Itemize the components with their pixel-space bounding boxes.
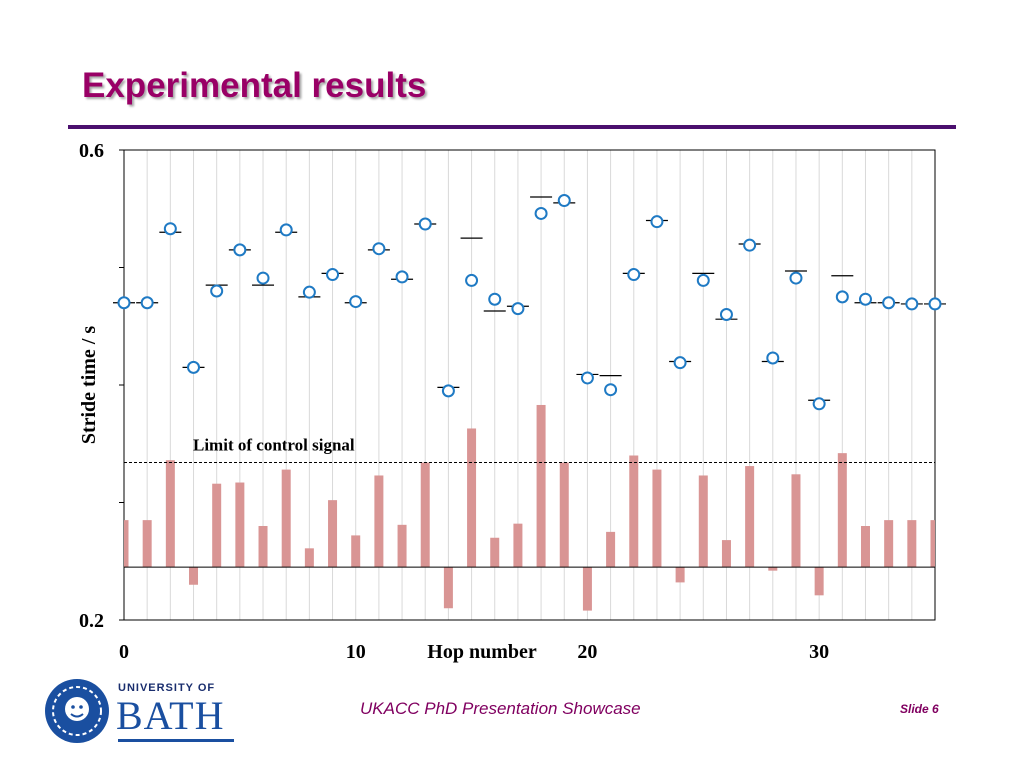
data-point (789, 271, 803, 285)
data-point (372, 242, 386, 256)
data-point (650, 215, 664, 229)
slide-title: Experimental results (82, 66, 427, 105)
logo-university-of: UNIVERSITY OF (118, 682, 216, 694)
data-point (441, 384, 455, 398)
data-point (673, 356, 687, 370)
data-point (557, 194, 571, 208)
bar (652, 469, 662, 568)
bar (374, 475, 384, 568)
bar (582, 567, 592, 611)
bar (328, 500, 338, 568)
bar (235, 482, 245, 568)
data-point (349, 295, 363, 309)
data-point (928, 297, 942, 311)
data-point (835, 290, 849, 304)
plot-frame (123, 149, 936, 621)
data-point (627, 268, 641, 282)
university-logo: UNIVERSITY OF BATH (42, 676, 242, 746)
bar (304, 548, 314, 568)
bar (165, 460, 175, 568)
bath-crest-icon (45, 679, 109, 743)
data-point (233, 243, 247, 257)
data-point (604, 383, 618, 397)
data-point (302, 285, 316, 299)
data-point (163, 222, 177, 236)
bar (443, 567, 453, 609)
dash-series (113, 196, 946, 401)
data-point (488, 292, 502, 306)
bar (721, 540, 731, 568)
data-point (882, 296, 896, 310)
bar (791, 474, 801, 568)
bar (698, 475, 708, 568)
bar (212, 483, 222, 568)
data-point (511, 302, 525, 316)
data-point (117, 296, 131, 310)
bar-series (124, 404, 935, 611)
bar (351, 535, 361, 568)
bar (258, 526, 268, 568)
bar (745, 466, 755, 568)
bar (837, 453, 847, 568)
y-axis-label: Stride time / s (78, 326, 100, 445)
logo-bath: BATH (116, 693, 225, 738)
data-point (812, 397, 826, 411)
data-point (256, 271, 270, 285)
y-tick-label: 0.2 (79, 610, 104, 632)
bar (142, 520, 152, 568)
data-point (696, 273, 710, 287)
bar (814, 567, 824, 596)
bar (606, 531, 616, 568)
bar (907, 520, 917, 568)
circle-series (117, 194, 942, 411)
slide-number: Slide 6 (900, 702, 939, 716)
bar (884, 520, 894, 568)
data-point (465, 273, 479, 287)
title-divider (68, 125, 956, 129)
bar (559, 462, 569, 568)
bar (281, 469, 291, 568)
data-point (210, 284, 224, 298)
data-point (279, 223, 293, 237)
x-tick-label: 10 (346, 641, 366, 663)
bar (629, 455, 639, 568)
footer-event: UKACC PhD Presentation Showcase (360, 699, 641, 718)
data-point (140, 296, 154, 310)
data-point (187, 360, 201, 374)
control-limit-label: Limit of control signal (193, 436, 355, 455)
bar (397, 524, 407, 568)
bar (124, 520, 129, 568)
data-point (719, 308, 733, 321)
bar (490, 537, 500, 568)
bar (860, 526, 870, 568)
data-point (395, 270, 409, 284)
stride-time-chart: Limit of control signal 0.6 0.2 0 10 20 30 Hop … (78, 140, 946, 663)
data-point (326, 268, 340, 282)
bar (513, 523, 523, 568)
logo-underline (118, 739, 234, 742)
data-point (534, 206, 548, 220)
bar (536, 404, 546, 568)
bar (420, 462, 430, 568)
data-point (766, 351, 780, 365)
x-axis-label: Hop number (427, 641, 537, 663)
bar (675, 567, 685, 583)
data-point (858, 292, 872, 306)
bar (467, 428, 477, 568)
data-point (580, 371, 594, 385)
x-tick-label: 20 (577, 641, 597, 663)
data-point (418, 217, 432, 231)
data-point (905, 297, 919, 311)
bar (768, 567, 778, 571)
data-point (743, 238, 757, 252)
x-tick-label: 30 (809, 641, 829, 663)
x-tick-label: 0 (119, 641, 129, 663)
y-ticks (119, 149, 124, 621)
bar (189, 567, 199, 585)
y-tick-label: 0.6 (79, 140, 104, 162)
bar (930, 520, 935, 568)
